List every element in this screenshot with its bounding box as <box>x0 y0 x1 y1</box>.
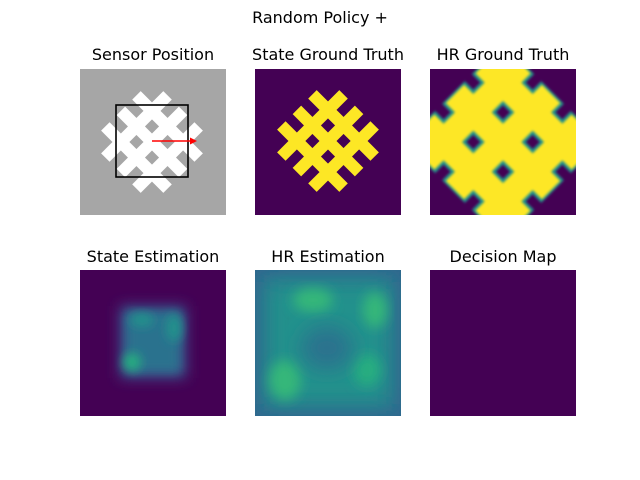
state-est-highlight-right <box>166 314 182 342</box>
hr-ground-truth-svg <box>430 69 576 215</box>
sensor-position-title: Sensor Position <box>91 45 215 64</box>
hr-est-blob-bottom-left <box>269 360 301 400</box>
state-estimation-title: State Estimation <box>86 247 220 266</box>
hr-ground-truth-title: HR Ground Truth <box>436 45 570 64</box>
hr-est-blob-top <box>293 288 333 312</box>
hr-estimation-image <box>255 270 401 416</box>
state-estimation-image <box>80 270 226 416</box>
sensor-cross-pattern <box>101 91 203 193</box>
state-gt-cross-pattern <box>277 90 379 192</box>
decision-map-image <box>430 270 576 416</box>
decision-map-background <box>430 270 576 416</box>
state-ground-truth-title: State Ground Truth <box>252 45 404 64</box>
state-est-highlight-top <box>130 313 154 327</box>
state-ground-truth-svg <box>255 69 401 215</box>
hr-ground-truth-image <box>430 69 576 215</box>
hr-estimation-svg <box>255 270 401 416</box>
decision-map-svg <box>430 270 576 416</box>
state-ground-truth-image <box>255 69 401 215</box>
state-estimation-svg <box>80 270 226 416</box>
sensor-arrow-head <box>190 137 197 145</box>
state-est-highlight-bottom <box>123 353 141 371</box>
figure-suptitle: Random Policy + <box>252 8 388 27</box>
hr-estimation-title: HR Estimation <box>271 247 385 266</box>
hr-est-blob-bottom-right <box>353 354 381 386</box>
sensor-position-image <box>80 69 226 215</box>
hr-est-center-dim <box>301 326 353 370</box>
hr-est-blob-right <box>363 292 387 328</box>
decision-map-title: Decision Map <box>449 247 557 266</box>
sensor-position-svg <box>80 69 226 215</box>
hr-gt-cross-pattern <box>430 69 576 215</box>
